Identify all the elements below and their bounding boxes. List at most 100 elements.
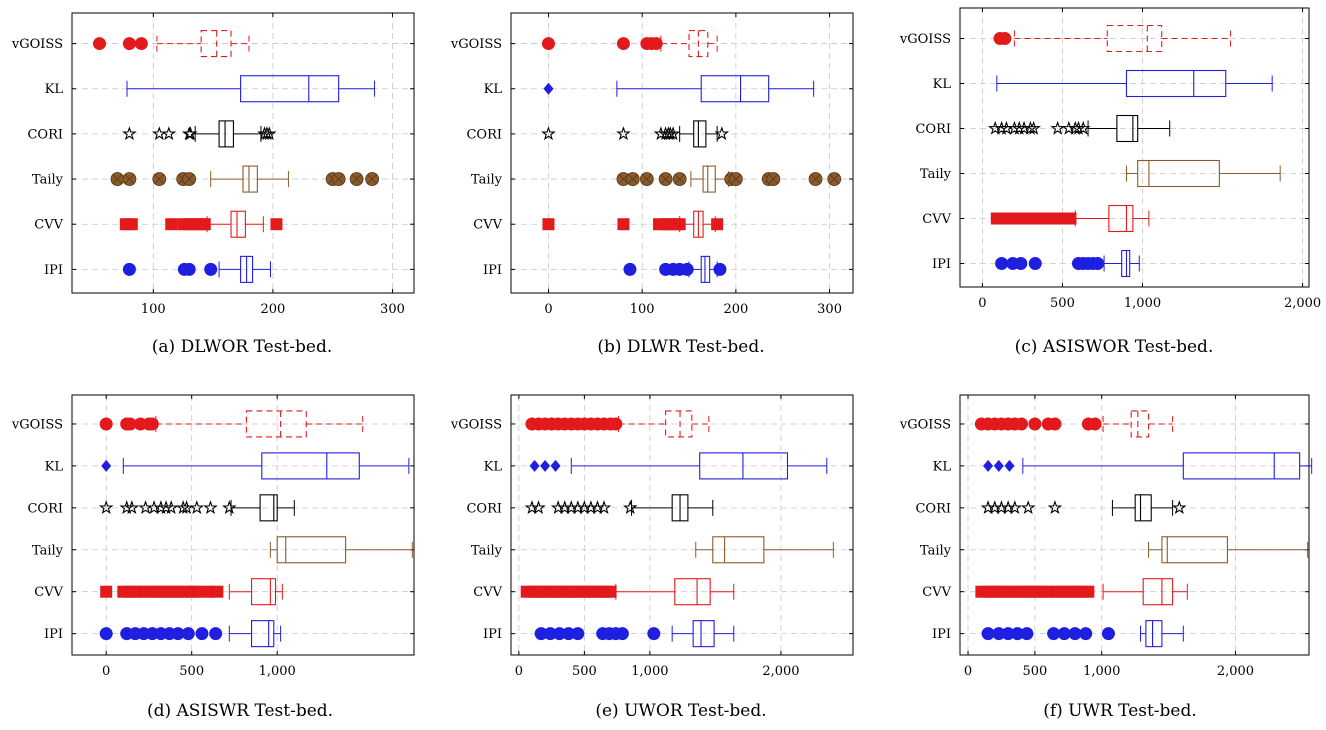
y-tick-label: KL bbox=[933, 77, 952, 92]
x-tick-label: 300 bbox=[380, 302, 405, 317]
outlier-point bbox=[1015, 417, 1029, 431]
outlier-point bbox=[1028, 257, 1042, 270]
outlier-point bbox=[122, 126, 137, 141]
box-iqr bbox=[276, 536, 347, 564]
outlier-point bbox=[604, 585, 617, 598]
box-Taily bbox=[110, 165, 380, 193]
box-Taily bbox=[616, 165, 842, 193]
outlier-point bbox=[93, 37, 107, 51]
x-tick-label: 1,000 bbox=[259, 664, 296, 679]
y-tick-label: vGOISS bbox=[450, 417, 502, 432]
y-tick-label: KL bbox=[45, 459, 64, 474]
box-Taily bbox=[1125, 159, 1281, 188]
outlier-point bbox=[331, 172, 346, 186]
y-tick-label: CORI bbox=[915, 122, 951, 137]
outlier-point bbox=[365, 172, 380, 186]
box-CVV bbox=[542, 210, 724, 238]
y-tick-label: vGOISS bbox=[11, 417, 63, 432]
box-vGOISS bbox=[974, 410, 1174, 438]
box-CORI bbox=[524, 494, 714, 522]
outlier-point bbox=[1015, 585, 1028, 598]
outlier-point bbox=[541, 37, 555, 51]
y-tick-label: IPI bbox=[932, 257, 951, 272]
box-iqr bbox=[693, 120, 707, 148]
y-tick-label: CORI bbox=[27, 501, 63, 516]
plot-frame bbox=[959, 7, 1310, 288]
outlier-point bbox=[211, 585, 224, 598]
plot-frame bbox=[959, 394, 1310, 656]
box-Taily bbox=[269, 536, 413, 564]
outlier-point bbox=[1048, 417, 1062, 431]
y-tick-label: vGOISS bbox=[11, 37, 63, 52]
outlier-point bbox=[1004, 459, 1015, 472]
boxplot-3: 0 500 1,000 vGOISS KL CORI Taily CVV IPI bbox=[11, 394, 415, 679]
outlier-point bbox=[1022, 585, 1035, 598]
y-tick-label: IPI bbox=[483, 263, 502, 278]
boxplot-4: 0 500 1,000 2,000 vGOISS KL CORI Taily CVV IPI bbox=[450, 394, 854, 679]
outlier-point bbox=[134, 37, 148, 51]
outlier-point bbox=[204, 262, 218, 276]
outlier-point bbox=[596, 500, 612, 515]
x-tick-label: 0 bbox=[102, 664, 110, 679]
box-iqr bbox=[251, 578, 277, 606]
outlier-point bbox=[616, 37, 630, 51]
outlier-point bbox=[98, 500, 114, 515]
outlier-point bbox=[672, 172, 687, 186]
box-IPI bbox=[623, 255, 727, 283]
y-tick-label: KL bbox=[484, 82, 503, 97]
caption-d: (d) ASISWR Test-bed. bbox=[146, 701, 334, 721]
outlier-point bbox=[122, 37, 136, 51]
y-tick-label: CORI bbox=[27, 127, 63, 142]
x-tick-label: 1,000 bbox=[631, 664, 668, 679]
outlier-point bbox=[998, 32, 1012, 45]
caption-c: (c) ASISWOR Test-bed. bbox=[1014, 337, 1214, 357]
outlier-point bbox=[1075, 120, 1091, 135]
outlier-point bbox=[541, 126, 556, 141]
y-tick-label: Taily bbox=[920, 167, 952, 182]
x-tick-label: 0 bbox=[978, 296, 986, 311]
box-vGOISS bbox=[99, 410, 364, 438]
box-CORI bbox=[987, 114, 1171, 143]
box-Taily bbox=[1148, 536, 1309, 564]
box-KL bbox=[543, 75, 815, 103]
outlier-point bbox=[262, 126, 277, 141]
y-tick-label: CVV bbox=[473, 585, 502, 600]
y-tick-label: Taily bbox=[920, 543, 952, 558]
outlier-point bbox=[728, 172, 743, 186]
y-tick-label: CORI bbox=[466, 501, 502, 516]
y-tick-label: CVV bbox=[34, 218, 63, 233]
y-tick-label: CVV bbox=[473, 218, 502, 233]
y-tick-label: Taily bbox=[471, 543, 503, 558]
y-tick-label: vGOISS bbox=[899, 32, 951, 47]
outlier-point bbox=[1020, 627, 1034, 641]
caption-a: (a) DLWOR Test-bed. bbox=[151, 337, 333, 357]
boxplot-5: 0 500 1,000 2,000 vGOISS KL CORI Taily CVV IPI bbox=[899, 394, 1313, 679]
outlier-point bbox=[1064, 212, 1077, 225]
outlier-point bbox=[808, 172, 823, 186]
outlier-point bbox=[665, 126, 681, 141]
outlier-point bbox=[658, 172, 673, 186]
box-CORI bbox=[980, 494, 1187, 522]
box-iqr bbox=[699, 452, 789, 480]
plot-frame bbox=[71, 394, 415, 656]
box-iqr bbox=[1182, 452, 1301, 480]
box-iqr bbox=[230, 210, 246, 238]
outlier-point bbox=[189, 500, 205, 515]
box-Taily bbox=[695, 536, 834, 564]
outlier-point bbox=[203, 500, 218, 515]
outlier-point bbox=[1071, 120, 1086, 135]
outlier-point bbox=[124, 500, 140, 515]
x-tick-label: 200 bbox=[723, 302, 748, 317]
outlier-point bbox=[100, 585, 113, 598]
outlier-point bbox=[182, 172, 197, 186]
box-iqr bbox=[692, 620, 715, 648]
x-tick-label: 500 bbox=[572, 664, 597, 679]
box-iqr bbox=[200, 30, 232, 58]
outlier-point bbox=[680, 262, 694, 276]
box-vGOISS bbox=[525, 410, 710, 438]
box-CVV bbox=[990, 204, 1150, 233]
outlier-point bbox=[161, 126, 177, 141]
caption-b: (b) DLWR Test-bed. bbox=[597, 337, 765, 357]
outlier-point bbox=[1020, 500, 1036, 515]
outlier-point bbox=[151, 126, 167, 141]
